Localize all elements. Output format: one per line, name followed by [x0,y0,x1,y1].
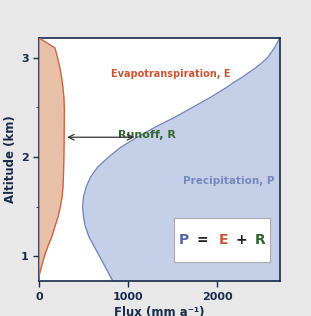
X-axis label: Flux (mm a⁻¹): Flux (mm a⁻¹) [114,306,205,316]
Text: Runoff, R: Runoff, R [118,130,176,140]
Text: R: R [255,233,266,247]
Text: E: E [219,233,229,247]
Text: Evapotranspiration, E: Evapotranspiration, E [111,69,231,79]
Text: =: = [197,233,209,247]
Text: P: P [179,233,188,247]
Text: +: + [235,233,247,247]
Text: Precipitation, P: Precipitation, P [183,176,275,186]
Y-axis label: Altitude (km): Altitude (km) [3,116,16,204]
